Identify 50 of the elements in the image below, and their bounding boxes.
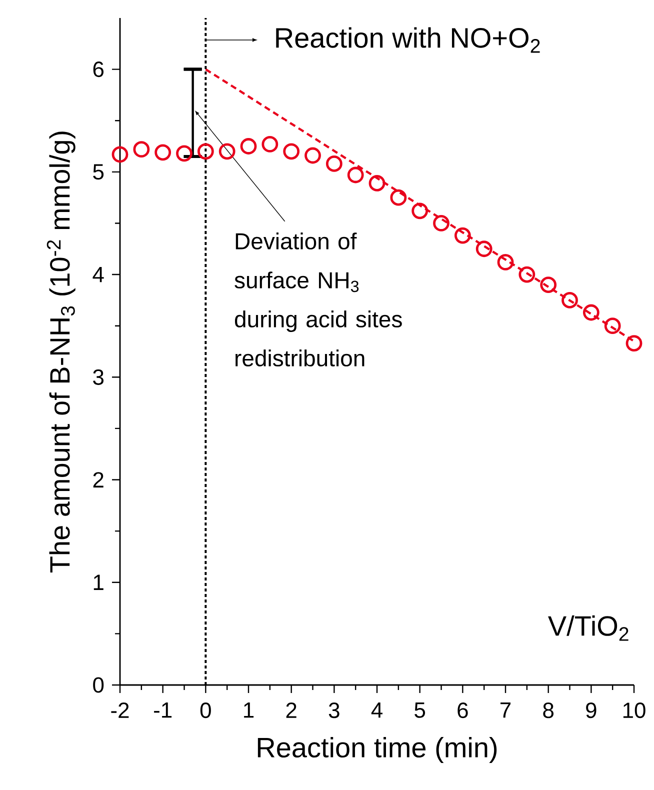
x-tick-label: 8 bbox=[543, 702, 554, 718]
point bbox=[283, 143, 300, 160]
y-tick-label: 5 bbox=[93, 164, 104, 180]
point bbox=[390, 189, 407, 206]
point bbox=[154, 144, 172, 161]
point bbox=[582, 304, 600, 321]
x-tick-label: 4 bbox=[371, 702, 382, 718]
point bbox=[262, 136, 278, 152]
y-axis-title: The amount of B-NH$_{3}$ (10$^{-2}$ mmol/g) bbox=[46, 132, 76, 572]
point bbox=[433, 215, 450, 232]
point bbox=[562, 292, 578, 308]
ref-line-label: Reaction with NO+O$_{2}$ bbox=[276, 27, 540, 53]
point bbox=[368, 175, 386, 192]
x-tick-label: 1 bbox=[244, 702, 254, 718]
point bbox=[604, 318, 621, 334]
y-tick-label: 2 bbox=[93, 472, 104, 488]
x-tick-label: -2 bbox=[111, 702, 129, 718]
point bbox=[133, 141, 150, 158]
point bbox=[347, 166, 364, 184]
point bbox=[626, 335, 642, 352]
annotation: V/TiO$_{2}$ bbox=[548, 615, 628, 641]
y-tick-label: 1 bbox=[94, 574, 104, 590]
point bbox=[454, 227, 471, 244]
y-tick-label: 3 bbox=[93, 369, 104, 385]
x-axis-title: Reaction time (min) bbox=[258, 736, 497, 764]
point bbox=[497, 254, 514, 270]
x-tick-label: 6 bbox=[458, 702, 468, 718]
annotation: Deviation of surface NH$_{3}$ during acid sites redistribution bbox=[234, 232, 402, 366]
y-tick-label: 4 bbox=[92, 266, 104, 282]
x-tick-label: 9 bbox=[586, 702, 596, 718]
x-tick-label: -1 bbox=[154, 702, 172, 718]
x-tick-label: 2 bbox=[286, 702, 296, 718]
point bbox=[304, 147, 321, 164]
point bbox=[476, 240, 492, 258]
point bbox=[326, 156, 342, 172]
point bbox=[518, 266, 536, 283]
x-tick-label: 5 bbox=[414, 702, 426, 718]
y-tick-label: 6 bbox=[93, 62, 104, 78]
x-tick-label: 7 bbox=[500, 702, 511, 718]
x-tick-label: 0 bbox=[200, 702, 211, 718]
point bbox=[112, 146, 128, 163]
point bbox=[176, 145, 192, 162]
y-tick-label: 0 bbox=[93, 677, 104, 693]
point bbox=[218, 143, 236, 160]
x-tick-label: 10 bbox=[623, 702, 646, 718]
x-tick-label: 3 bbox=[328, 702, 340, 718]
point bbox=[240, 138, 257, 154]
point bbox=[412, 202, 428, 220]
point bbox=[197, 143, 214, 160]
point bbox=[540, 276, 557, 293]
